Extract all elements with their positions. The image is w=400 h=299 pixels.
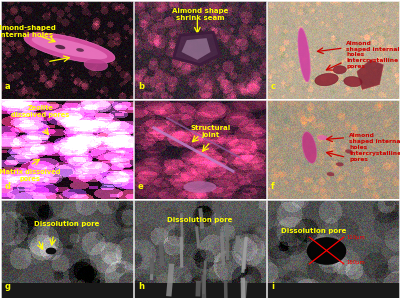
Text: Dissolution pore: Dissolution pore: [281, 228, 346, 234]
Ellipse shape: [32, 37, 107, 59]
Text: 110μm: 110μm: [346, 235, 365, 240]
Text: Almond
shaped internal
holes
Intercrystalline
pores: Almond shaped internal holes Intercrysta…: [349, 133, 400, 162]
Text: Almond
shaped internal
holes
Intercrystalline
pores: Almond shaped internal holes Intercrysta…: [346, 41, 400, 69]
Ellipse shape: [336, 162, 344, 166]
Text: d: d: [5, 182, 11, 191]
Text: Almond shape
shrink seam: Almond shape shrink seam: [172, 7, 228, 21]
Ellipse shape: [76, 48, 84, 52]
Ellipse shape: [317, 135, 328, 140]
Text: g: g: [5, 281, 11, 291]
Ellipse shape: [307, 237, 346, 265]
Polygon shape: [357, 60, 383, 89]
Text: e: e: [138, 182, 144, 191]
Ellipse shape: [333, 66, 346, 74]
Ellipse shape: [302, 132, 316, 163]
Ellipse shape: [31, 32, 44, 38]
Text: f: f: [271, 182, 275, 191]
Ellipse shape: [298, 28, 310, 82]
Ellipse shape: [46, 248, 56, 254]
Text: Structural
joint: Structural joint: [190, 125, 231, 138]
Text: Dissolution pore: Dissolution pore: [34, 221, 100, 227]
Ellipse shape: [84, 59, 108, 71]
Ellipse shape: [315, 74, 338, 86]
Text: b: b: [138, 83, 144, 91]
Text: Dissolution pore: Dissolution pore: [167, 217, 233, 223]
Text: Matrix dissolved
pores: Matrix dissolved pores: [0, 169, 60, 182]
Ellipse shape: [55, 45, 65, 49]
Text: h: h: [138, 281, 144, 291]
Ellipse shape: [184, 181, 216, 193]
Text: Almond-shaped
internal holes: Almond-shaped internal holes: [0, 25, 57, 38]
Text: a: a: [5, 83, 10, 91]
Ellipse shape: [24, 33, 115, 63]
Ellipse shape: [66, 245, 73, 249]
Polygon shape: [174, 32, 220, 65]
Text: Zeolite
dissolved pores: Zeolite dissolved pores: [11, 105, 70, 118]
Ellipse shape: [345, 150, 353, 153]
Ellipse shape: [327, 172, 334, 176]
Polygon shape: [182, 38, 210, 60]
Ellipse shape: [344, 77, 362, 87]
Text: i: i: [271, 281, 274, 291]
Text: c: c: [271, 83, 276, 91]
Text: 160μm: 160μm: [346, 260, 365, 265]
